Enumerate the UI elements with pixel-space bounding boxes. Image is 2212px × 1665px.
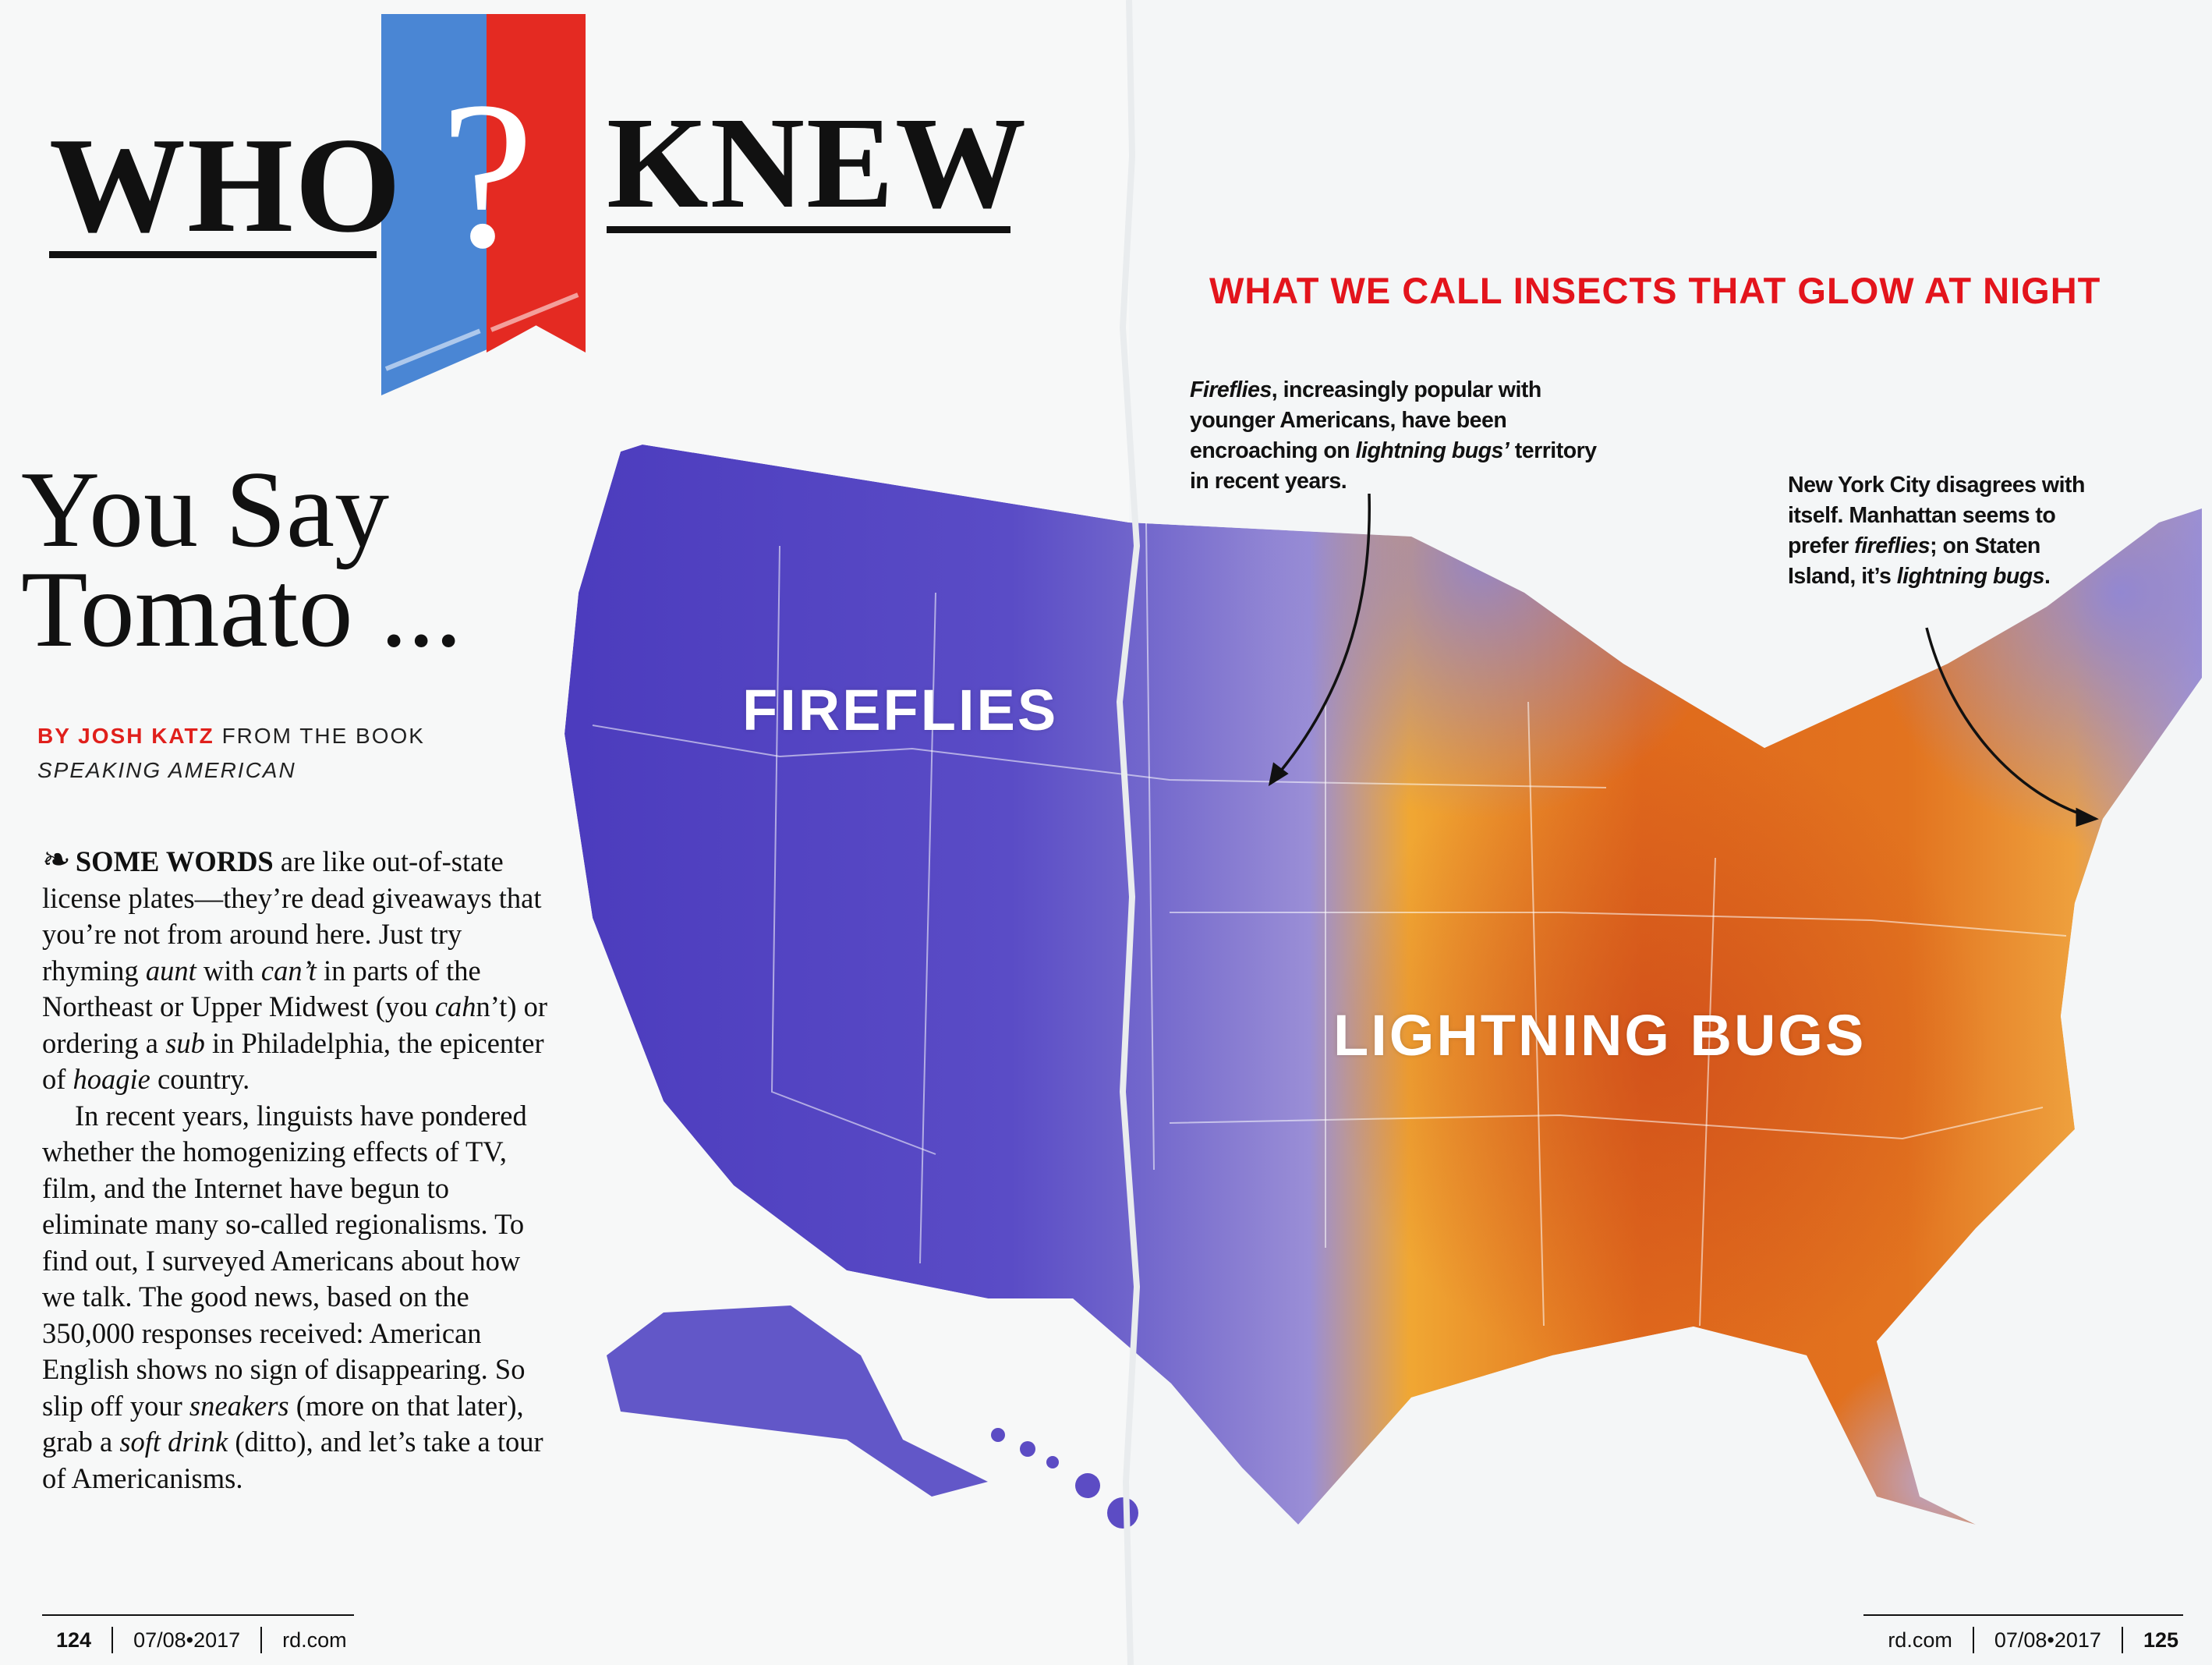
byline-author: BY JOSH KATZ — [37, 724, 214, 748]
italic-term: aunt — [145, 954, 196, 987]
italic-term: lightning bugs’ — [1355, 438, 1509, 463]
article-body: ❧ SOME WORDS are like out-of-state licens… — [42, 841, 557, 1497]
text-run: , increasingly popular with younger Amer… — [1190, 377, 1541, 463]
italic-term: lightning bugs — [1896, 563, 2045, 589]
text-run: (more on that later), grab a — [42, 1389, 524, 1458]
arrow-fireflies-note — [1269, 493, 1371, 785]
hawaii-shape — [991, 1428, 1138, 1529]
text-run: New York City disagrees with itself. Man… — [1788, 472, 2085, 558]
text-run: are like out-of-state license plates—the… — [42, 845, 542, 987]
italic-term: can’t — [260, 954, 317, 987]
footer-right: rd.com 07/08•2017 125 — [1863, 1614, 2183, 1653]
annotation-fireflies: Fireflies, increasingly popular with you… — [1190, 352, 1611, 519]
italic-term: sneakers — [189, 1389, 289, 1422]
text-run: country. — [150, 1063, 250, 1095]
arrow-nyc-note — [1925, 627, 2097, 820]
text-run: . — [2044, 563, 2051, 589]
italic-term: hoagie — [73, 1063, 150, 1095]
site-link[interactable]: rd.com — [1867, 1627, 1974, 1653]
text-run: n’t) or ordering a — [42, 990, 548, 1059]
paragraph: Fireflies, increasingly popular with you… — [1190, 375, 1611, 497]
italic-term: soft drink — [119, 1426, 228, 1458]
issue-date: 07/08•2017 — [1974, 1627, 2123, 1653]
flourish-icon: ❧ — [42, 841, 71, 879]
issue-date: 07/08•2017 — [113, 1627, 263, 1653]
page-number: 124 — [42, 1627, 114, 1653]
text-run: SOME WORDS — [75, 845, 274, 877]
alaska-shape — [607, 1305, 988, 1497]
paragraph: In recent years, linguists have pondered… — [42, 1098, 557, 1497]
text-run: In recent years, linguists have pondered… — [42, 1099, 527, 1422]
text-run: ; on Staten Island, it’s — [1788, 533, 2040, 589]
map-label-lightning-bugs: LIGHTNING BUGS — [1333, 1003, 1867, 1068]
arrowhead-icon — [1268, 762, 1289, 787]
logo-who: WHO — [49, 109, 403, 260]
byline-book: SPEAKING AMERICAN — [37, 758, 296, 782]
map-title: WHAT WE CALL INSECTS THAT GLOW AT NIGHT — [1209, 270, 2101, 311]
page-tear — [1116, 0, 1141, 1665]
logo-rule — [607, 226, 1010, 233]
headline-line: You Say — [21, 449, 390, 570]
byline: BY JOSH KATZ FROM THE BOOK SPEAKING AMER… — [37, 719, 425, 788]
byline-source: FROM THE BOOK — [221, 724, 425, 748]
arrowhead-icon — [2076, 807, 2099, 827]
paragraph: New York City disagrees with itself. Man… — [1788, 470, 2092, 592]
map-label-fireflies: FIREFLIES — [742, 678, 1059, 742]
footer-left: 124 07/08•2017 rd.com — [42, 1614, 354, 1653]
headline-line: Tomato ... — [21, 549, 462, 670]
paragraph: ❧ SOME WORDS are like out-of-state licens… — [42, 841, 557, 1098]
logo-rule — [49, 251, 377, 258]
logo-knew: KNEW — [607, 90, 1028, 236]
text-run: (ditto), and let’s take a tour of Americ… — [42, 1426, 543, 1494]
text-run: in parts of the Northeast or Upper Midwe… — [42, 954, 481, 1023]
article-headline: You Say Tomato ... — [21, 449, 462, 670]
page-number: 125 — [2143, 1628, 2178, 1652]
site-link[interactable]: rd.com — [282, 1628, 347, 1652]
state-borders — [592, 522, 2067, 1327]
annotation-nyc: New York City disagrees with itself. Man… — [1788, 448, 2092, 614]
italic-term: fireflies — [1854, 533, 1931, 558]
italic-term: sub — [165, 1026, 205, 1059]
italic-term: Fireflies — [1190, 377, 1272, 402]
italic-term: cah — [434, 990, 476, 1022]
text-run: in Philadelphia, the epicenter of — [42, 1026, 544, 1096]
text-run: with — [196, 954, 261, 987]
logo-question-mark: ? — [441, 58, 534, 292]
text-run: territory in recent years. — [1190, 438, 1597, 494]
